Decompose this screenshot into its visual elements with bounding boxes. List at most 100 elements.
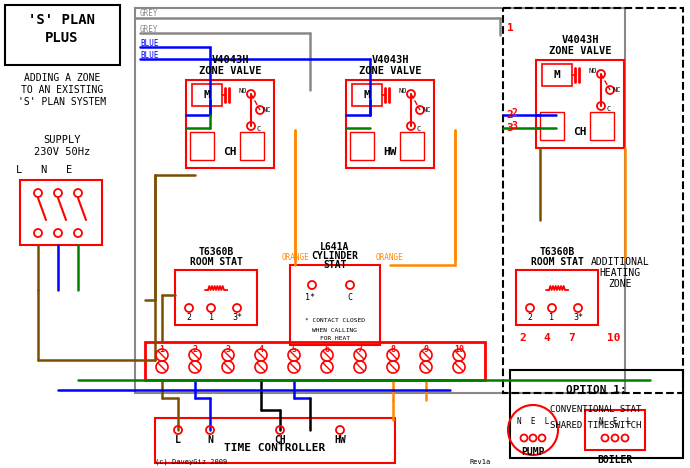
Text: CH: CH xyxy=(573,127,586,137)
Text: CH: CH xyxy=(274,435,286,445)
Text: NC: NC xyxy=(613,87,621,93)
Bar xyxy=(192,84,222,106)
Text: HW: HW xyxy=(334,435,346,445)
Text: OPTION 1:: OPTION 1: xyxy=(566,385,627,395)
Text: TIME CONTROLLER: TIME CONTROLLER xyxy=(224,443,326,453)
Text: 2: 2 xyxy=(506,110,513,120)
Text: ROOM STAT: ROOM STAT xyxy=(531,257,584,267)
Bar xyxy=(175,270,257,325)
Text: SHARED TIMESWITCH: SHARED TIMESWITCH xyxy=(551,421,642,430)
Text: 7: 7 xyxy=(357,344,362,353)
Text: ZONE VALVE: ZONE VALVE xyxy=(199,66,262,76)
Text: 1: 1 xyxy=(549,314,555,322)
Text: 1: 1 xyxy=(506,23,513,33)
Text: NC: NC xyxy=(263,107,271,113)
Bar xyxy=(5,5,120,65)
Text: 3*: 3* xyxy=(232,314,242,322)
Text: 2: 2 xyxy=(186,314,192,322)
Text: NO: NO xyxy=(589,68,598,74)
Text: 230V 50Hz: 230V 50Hz xyxy=(34,147,90,157)
Text: C: C xyxy=(607,106,611,112)
Text: CYLINDER: CYLINDER xyxy=(311,251,359,261)
Text: WHEN CALLING: WHEN CALLING xyxy=(313,328,357,332)
Text: 7: 7 xyxy=(569,333,575,343)
Text: (c) DaveyGiz 2009: (c) DaveyGiz 2009 xyxy=(155,459,227,465)
Text: 'S' PLAN: 'S' PLAN xyxy=(28,13,95,27)
Bar xyxy=(350,132,374,160)
Text: 10: 10 xyxy=(607,333,621,343)
Text: BOILER: BOILER xyxy=(598,455,633,465)
Text: 3: 3 xyxy=(226,344,230,353)
Bar xyxy=(352,84,382,106)
Text: M: M xyxy=(364,90,371,100)
Text: 4: 4 xyxy=(544,333,551,343)
Text: V4043H: V4043H xyxy=(211,55,249,65)
Text: * CONTACT CLOSED: * CONTACT CLOSED xyxy=(305,319,365,323)
Text: NO: NO xyxy=(399,88,407,94)
Text: PUMP: PUMP xyxy=(521,447,544,457)
Text: 8: 8 xyxy=(391,344,395,353)
Text: 2: 2 xyxy=(527,314,533,322)
Text: NC: NC xyxy=(423,107,431,113)
Text: ADDITIONAL: ADDITIONAL xyxy=(591,257,649,267)
Text: 3*: 3* xyxy=(573,314,583,322)
Text: M: M xyxy=(553,70,560,80)
Bar xyxy=(135,8,625,393)
Bar xyxy=(190,132,214,160)
Bar xyxy=(346,80,434,168)
Bar xyxy=(516,270,598,325)
Text: ROOM STAT: ROOM STAT xyxy=(190,257,242,267)
Text: STAT: STAT xyxy=(323,261,347,271)
Bar xyxy=(400,132,424,160)
Text: 4: 4 xyxy=(259,344,264,353)
Text: N: N xyxy=(207,435,213,445)
Text: PLUS: PLUS xyxy=(46,31,79,45)
Bar xyxy=(145,342,485,380)
Text: CH: CH xyxy=(224,147,237,157)
Text: BLUE: BLUE xyxy=(140,51,159,60)
Bar xyxy=(590,112,614,140)
Bar xyxy=(290,265,380,345)
Text: 9: 9 xyxy=(424,344,428,353)
Text: T6360B: T6360B xyxy=(540,247,575,257)
Text: HW: HW xyxy=(383,147,397,157)
Text: N  E  L: N E L xyxy=(599,417,631,426)
Text: 2: 2 xyxy=(520,333,526,343)
Bar xyxy=(585,410,645,450)
Text: C: C xyxy=(257,126,261,132)
Bar xyxy=(503,8,683,393)
Text: NO: NO xyxy=(239,88,247,94)
Text: ADDING A ZONE: ADDING A ZONE xyxy=(24,73,100,83)
Text: 3: 3 xyxy=(511,121,517,131)
Text: SUPPLY: SUPPLY xyxy=(43,135,81,145)
Bar xyxy=(155,418,395,463)
Text: V4043H: V4043H xyxy=(371,55,408,65)
Text: V4043H: V4043H xyxy=(561,35,599,45)
Bar xyxy=(510,370,683,458)
Bar xyxy=(542,64,572,86)
Text: M: M xyxy=(204,90,210,100)
Text: 1*: 1* xyxy=(305,292,315,301)
Text: CONVENTIONAL STAT: CONVENTIONAL STAT xyxy=(551,405,642,415)
Text: BLUE: BLUE xyxy=(140,39,159,49)
Text: 6: 6 xyxy=(324,344,330,353)
Bar xyxy=(240,132,264,160)
Text: ZONE VALVE: ZONE VALVE xyxy=(359,66,422,76)
Text: 2: 2 xyxy=(193,344,197,353)
Text: FOR HEAT: FOR HEAT xyxy=(320,336,350,342)
Text: N  E  L: N E L xyxy=(517,417,549,426)
Text: HEATING: HEATING xyxy=(600,268,640,278)
Text: ORANGE: ORANGE xyxy=(376,254,404,263)
Text: 'S' PLAN SYSTEM: 'S' PLAN SYSTEM xyxy=(18,97,106,107)
Text: L641A: L641A xyxy=(320,242,350,252)
Text: 10: 10 xyxy=(454,344,464,353)
Text: 5: 5 xyxy=(291,344,297,353)
Text: 3: 3 xyxy=(506,123,513,133)
Bar xyxy=(186,80,274,168)
Bar xyxy=(536,60,624,148)
Text: GREY: GREY xyxy=(140,25,159,35)
Text: TO AN EXISTING: TO AN EXISTING xyxy=(21,85,103,95)
Text: ZONE: ZONE xyxy=(609,279,632,289)
Text: GREY: GREY xyxy=(140,9,159,19)
Text: ZONE VALVE: ZONE VALVE xyxy=(549,46,611,56)
